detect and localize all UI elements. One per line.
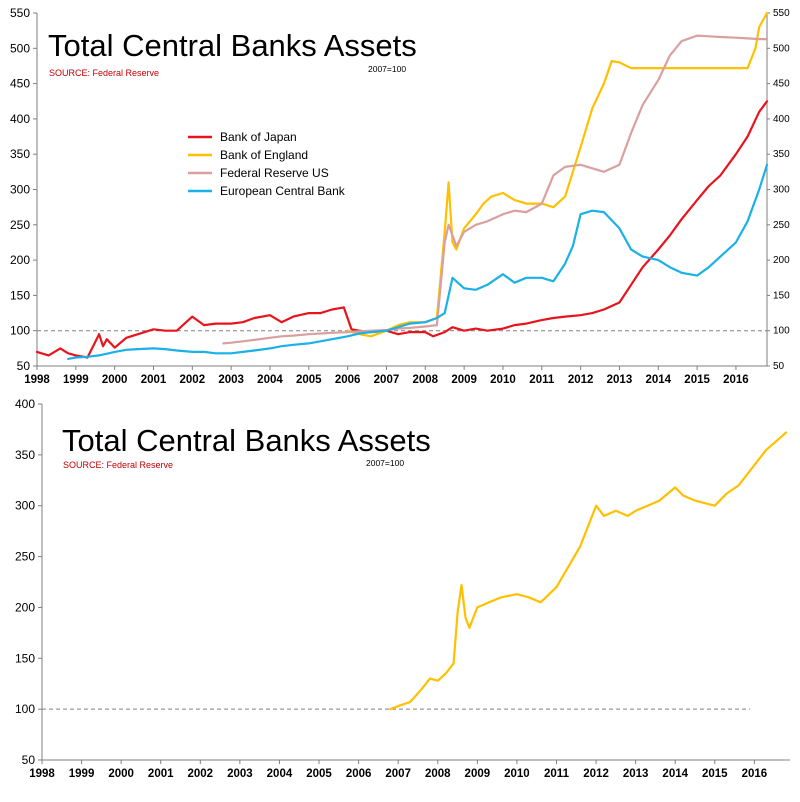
right-y-tick-label: 450 <box>773 79 790 90</box>
series-line-federal-reserve-us <box>222 34 769 345</box>
x-tick-label: 2015 <box>684 374 710 386</box>
y-tick-label: 250 <box>15 550 35 564</box>
bottom-chart: 50 100 150 200 250 300 350 400 1998 1999 2000 2001 2… <box>15 397 790 780</box>
x-tick-label: 2008 <box>425 768 451 780</box>
x-tick-label: 2014 <box>662 768 688 780</box>
legend-label: European Central Bank <box>220 184 346 198</box>
right-y-tick-label: 250 <box>773 220 790 231</box>
x-tick-label: 2002 <box>180 374 206 386</box>
right-y-tick-label: 500 <box>773 43 790 54</box>
y-tick-label: 150 <box>10 288 30 302</box>
x-tick-label: 2007 <box>374 374 400 386</box>
x-tick-label: 1999 <box>63 374 89 386</box>
x-tick-label: 2010 <box>490 374 516 386</box>
x-tick-label: 2008 <box>413 374 439 386</box>
series-line-series-1 <box>389 431 788 711</box>
y-tick-label: 350 <box>15 448 35 462</box>
y-tick-label: 500 <box>10 41 30 55</box>
x-tick-label: 2006 <box>346 768 372 780</box>
x-tick-label: 2011 <box>529 374 555 386</box>
y-tick-label: 400 <box>15 397 35 411</box>
x-tick-label: 2000 <box>108 768 134 780</box>
x-tick-label: 2010 <box>504 768 530 780</box>
x-tick-label: 2009 <box>465 768 491 780</box>
y-tick-label: 550 <box>10 6 30 20</box>
x-tick-label: 2003 <box>218 374 244 386</box>
right-y-tick-label: 550 <box>773 8 790 19</box>
y-tick-label: 100 <box>15 702 35 716</box>
x-tick-label: 2005 <box>296 374 322 386</box>
legend-label: Bank of England <box>220 148 308 162</box>
series-line-european-central-bank <box>66 163 769 360</box>
source-label: SOURCE: Federal Reserve <box>49 68 159 78</box>
y-tick-label: 200 <box>15 600 35 614</box>
y-tick-label: 300 <box>10 183 30 197</box>
y-tick-label: 300 <box>15 499 35 513</box>
x-tick-label: 2009 <box>451 374 477 386</box>
legend: Bank of Japan Bank of England Federal Rese… <box>188 130 346 198</box>
source-label-2: SOURCE: Federal Reserve <box>63 460 173 470</box>
right-y-tick-label: 400 <box>773 114 790 125</box>
x-tick-label: 2004 <box>257 374 283 386</box>
top-chart: 50 100 150 200 250 300 350 400 450 500 550 50 100 150… <box>10 6 790 386</box>
right-y-tick-label: 150 <box>773 290 790 301</box>
legend-label: Bank of Japan <box>220 130 297 144</box>
y-tick-label: 250 <box>10 218 30 232</box>
chart-title-2: Total Central Banks Assets <box>62 423 431 458</box>
x-tick-label: 2004 <box>267 768 293 780</box>
y-tick-label: 50 <box>22 753 36 767</box>
x-tick-label: 2012 <box>583 768 609 780</box>
series-line-bank-of-japan <box>35 100 769 359</box>
x-tick-label: 2001 <box>148 768 174 780</box>
y-tick-label: 350 <box>10 147 30 161</box>
y-tick-label: 100 <box>10 324 30 338</box>
x-tick-label: 2000 <box>102 374 128 386</box>
x-tick-label: 2012 <box>568 374 594 386</box>
right-y-tick-label: 300 <box>773 185 790 196</box>
x-tick-label: 2005 <box>306 768 332 780</box>
x-tick-label: 2014 <box>645 374 671 386</box>
x-tick-label: 2006 <box>335 374 361 386</box>
x-tick-label: 2001 <box>141 374 167 386</box>
x-tick-label: 2013 <box>607 374 633 386</box>
y-tick-label: 450 <box>10 77 30 91</box>
right-y-tick-label: 100 <box>773 326 790 337</box>
y-tick-label: 200 <box>10 253 30 267</box>
y-tick-label: 150 <box>15 651 35 665</box>
right-y-tick-label: 350 <box>773 149 790 160</box>
x-tick-label: 1998 <box>29 768 55 780</box>
x-tick-label: 2013 <box>623 768 649 780</box>
x-tick-label: 2007 <box>385 768 411 780</box>
y-tick-label: 50 <box>17 359 31 373</box>
right-y-tick-label: 200 <box>773 255 790 266</box>
chart-title: Total Central Banks Assets <box>48 28 417 63</box>
x-tick-label: 2003 <box>227 768 253 780</box>
x-tick-label: 2016 <box>742 768 768 780</box>
legend-label: Federal Reserve US <box>220 166 329 180</box>
y-tick-label: 400 <box>10 112 30 126</box>
x-tick-label: 1998 <box>24 374 50 386</box>
x-tick-label: 2011 <box>544 768 570 780</box>
x-tick-label: 2016 <box>723 374 749 386</box>
x-tick-label: 2015 <box>702 768 728 780</box>
x-tick-label: 1999 <box>69 768 95 780</box>
base-year-note: 2007=100 <box>368 64 406 74</box>
base-year-note-2: 2007=100 <box>366 458 404 468</box>
right-y-tick-label: 50 <box>773 361 785 372</box>
x-tick-label: 2002 <box>188 768 214 780</box>
